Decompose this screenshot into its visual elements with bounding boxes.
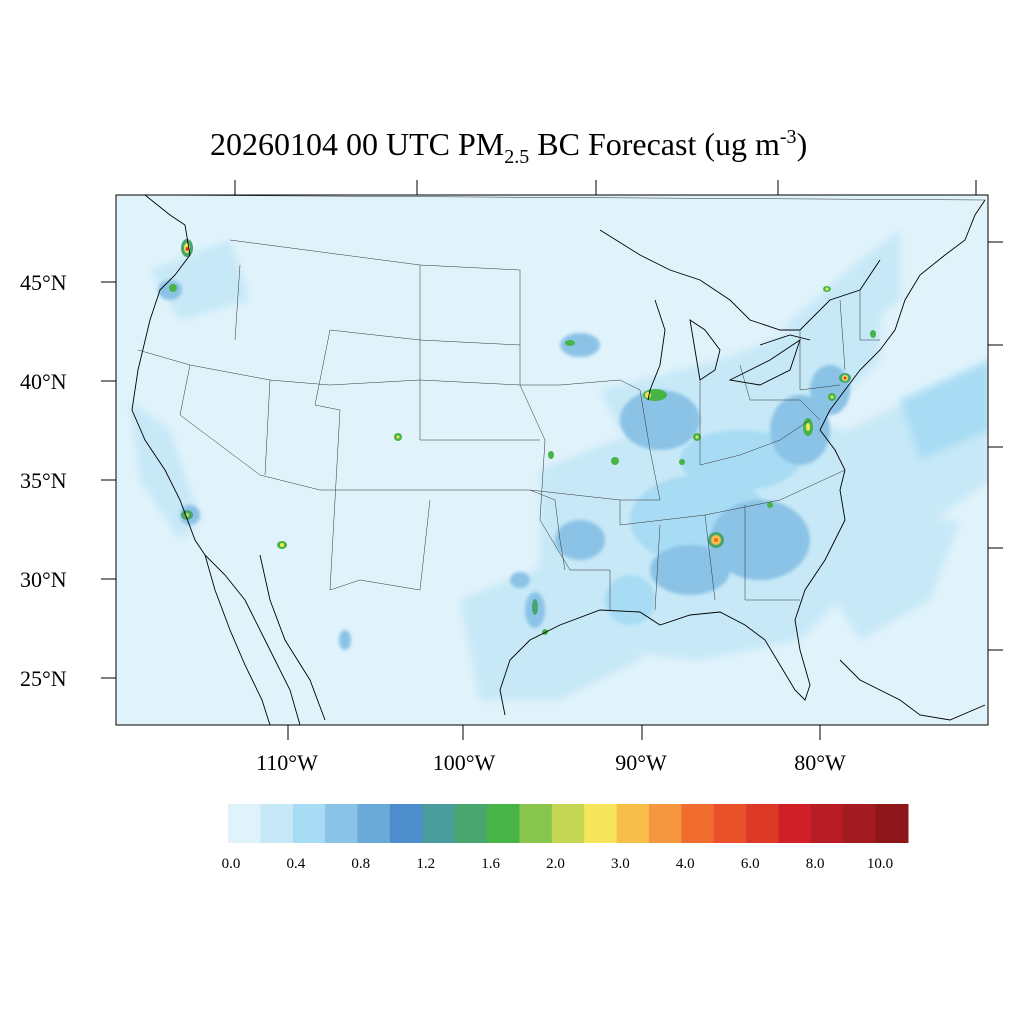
lat-labels: 45°N 40°N 35°N 30°N 25°N: [20, 270, 67, 691]
lat-label: 40°N: [20, 369, 67, 394]
title-superscript: -3: [780, 126, 797, 148]
colorbar-label: 3.0: [611, 856, 630, 872]
colorbar-label: 0.0: [222, 856, 241, 872]
concentration-field: [130, 195, 988, 725]
state-borders: [134, 195, 986, 611]
hotspot-montreal: [823, 286, 831, 292]
hotspots: [169, 239, 876, 635]
hotspot-seattle: [181, 239, 193, 257]
hotspot-kansas-city: [548, 451, 554, 459]
colorbar-swatch: [746, 804, 779, 843]
title-prefix: 20260104 00 UTC PM: [210, 126, 504, 162]
lon-labels: 110°W 100°W 90°W 80°W: [256, 750, 846, 775]
hotspot-charlotte: [767, 502, 773, 508]
colorbar-swatch: [519, 804, 553, 843]
colorbar-swatch: [292, 804, 326, 843]
title-subscript: 2.5: [504, 146, 529, 168]
colorbar-swatch: [357, 804, 391, 843]
hotspot-philadelphia: [828, 393, 836, 401]
map-title: 20260104 00 UTC PM2.5 BC Forecast (ug m-…: [210, 126, 807, 168]
colorbar-swatch: [389, 804, 423, 843]
hotspot-denver: [394, 433, 402, 441]
colorbar-label: 8.0: [806, 856, 825, 872]
colorbar-label: 1.2: [416, 856, 435, 872]
colorbar-label: 1.6: [481, 856, 500, 872]
title-suffix: ): [797, 126, 808, 162]
colorbar-label: 0.4: [287, 856, 306, 872]
lon-label: 90°W: [615, 750, 667, 775]
hotspot-boston: [870, 330, 876, 338]
lat-label: 25°N: [20, 666, 67, 691]
hotspot-st-louis: [611, 457, 619, 465]
hotspot-indianapolis: [693, 433, 701, 441]
colorbar-swatch: [228, 804, 261, 843]
hotspot-atlanta: [708, 532, 724, 548]
colorbar-swatch: [778, 804, 812, 843]
colorbar-label: 0.8: [351, 856, 370, 872]
colorbar-swatch: [648, 804, 682, 843]
colorbar-swatch: [260, 804, 294, 843]
hotspot-dc-baltimore: [803, 418, 813, 436]
colorbar-labels: 0.0 0.4 0.8 1.2 1.6 2.0 3.0 4.0 6.0 8.0 10.0: [222, 856, 894, 872]
colorbar-swatch: [584, 804, 618, 843]
hotspot-new-york: [839, 373, 851, 383]
colorbar-swatch: [325, 804, 359, 843]
map-ticks: [101, 180, 1003, 740]
colorbar-swatch: [843, 804, 877, 843]
colorbar-swatch: [681, 804, 715, 843]
colorbar-swatch: [487, 804, 520, 843]
lat-label: 45°N: [20, 270, 67, 295]
hotspot-chicago: [643, 389, 667, 401]
hotspot-nashville: [679, 459, 685, 465]
colorbar-swatch: [551, 804, 585, 843]
map-panel: [115, 194, 989, 726]
colorbar: [228, 804, 909, 843]
lon-label: 80°W: [794, 750, 846, 775]
lon-label: 110°W: [256, 750, 318, 775]
hotspot-portland: [169, 284, 177, 292]
colorbar-label: 4.0: [676, 856, 695, 872]
colorbar-swatch: [875, 804, 909, 843]
colorbar-label: 10.0: [867, 856, 893, 872]
hotspot-minneapolis: [565, 340, 575, 346]
moderate-patches: [158, 280, 850, 650]
hotspot-dallas: [532, 599, 538, 615]
colorbar-swatch: [810, 804, 844, 843]
coastlines: [131, 195, 986, 725]
colorbar-label: 6.0: [741, 856, 760, 872]
colorbar-label: 2.0: [546, 856, 565, 872]
colorbar-swatch: [616, 804, 650, 843]
colorbar-swatch: [454, 804, 488, 843]
title-middle: BC Forecast (ug m: [529, 126, 780, 162]
lon-label: 100°W: [433, 750, 496, 775]
lat-label: 30°N: [20, 567, 67, 592]
map-frame: [115, 194, 989, 726]
colorbar-swatch: [422, 804, 456, 843]
colorbar-swatch: [713, 804, 747, 843]
lat-label: 35°N: [20, 468, 67, 493]
hotspot-phoenix: [277, 541, 287, 549]
